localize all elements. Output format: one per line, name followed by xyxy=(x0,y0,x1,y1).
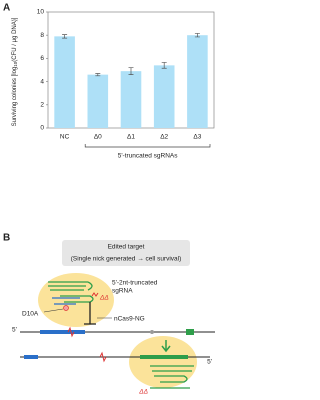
header-subtitle: (Single nick generated → cell survival) xyxy=(71,256,182,263)
header-box xyxy=(62,240,190,266)
x-tick-label: NC xyxy=(60,134,70,141)
y-tick-label: 6 xyxy=(40,55,44,62)
end-label: 5' xyxy=(207,359,212,366)
y-label-text: (CFU / μg DNA)] xyxy=(12,17,18,61)
error-bar xyxy=(128,67,134,75)
x-tick-label: Δ3 xyxy=(193,134,201,141)
end-label: 5' xyxy=(12,327,17,334)
target-site xyxy=(140,355,188,359)
panel-label: A xyxy=(3,3,10,14)
sgrna xyxy=(150,365,194,389)
bar xyxy=(153,65,175,128)
target-site xyxy=(40,330,85,334)
error-bar xyxy=(95,73,101,77)
y-tick-label: 0 xyxy=(40,125,44,132)
pam-dot xyxy=(150,330,154,334)
error-bar xyxy=(161,62,167,69)
x-tick-label: Δ0 xyxy=(94,134,102,141)
nick xyxy=(67,326,75,338)
bar-chart: 0 2 4 6 8 10 NC Δ0 Δ1 Δ2 Δ3 5'-truncated sgRNAs xyxy=(37,9,215,160)
bar xyxy=(54,36,75,128)
nick xyxy=(99,351,107,363)
delta-label: ΔΔ xyxy=(138,389,148,396)
y-label-sub: 10 xyxy=(13,61,18,67)
y-axis-label: Surviving colonies [log10(CFU / μg DNA)] xyxy=(12,17,19,126)
sgrna-label: 5'-2nt-truncated xyxy=(112,280,158,287)
dna-strand xyxy=(52,297,80,305)
group-label: 5'-truncated sgRNAs xyxy=(118,153,179,160)
inhibition xyxy=(84,302,96,325)
target-site xyxy=(24,355,38,359)
arrow xyxy=(161,340,171,353)
delta-label: ΔΔ xyxy=(99,295,109,302)
y-tick-label: 8 xyxy=(40,32,44,39)
pointer xyxy=(43,308,64,313)
error-bar xyxy=(194,33,200,38)
x-tick-label: Δ2 xyxy=(160,134,168,141)
mutation-site xyxy=(63,305,69,311)
error-bar xyxy=(62,34,68,39)
y-tick-label: 10 xyxy=(37,9,45,16)
y-label-text: Surviving colonies [log xyxy=(12,67,18,127)
bar xyxy=(120,71,142,128)
pam xyxy=(186,329,194,335)
enzyme-label: nCas9-NG xyxy=(114,316,145,323)
sgrna-label: sgRNA xyxy=(112,288,133,295)
panel-label: B xyxy=(3,233,10,244)
figure: A Surviving colonies [log10(CFU / μg DNA… xyxy=(3,3,215,396)
sgrna xyxy=(48,281,94,303)
cas9-blob xyxy=(129,336,197,388)
header-title: Edited target xyxy=(108,244,145,251)
x-tick-label: Δ1 xyxy=(127,134,135,141)
truncation-mark xyxy=(91,292,99,297)
y-tick-label: 4 xyxy=(40,78,44,85)
y-tick-label: 2 xyxy=(40,102,44,109)
group-bracket xyxy=(84,144,211,148)
mutation-label: D10A xyxy=(22,311,39,318)
bar xyxy=(87,74,109,128)
bar xyxy=(187,35,208,129)
